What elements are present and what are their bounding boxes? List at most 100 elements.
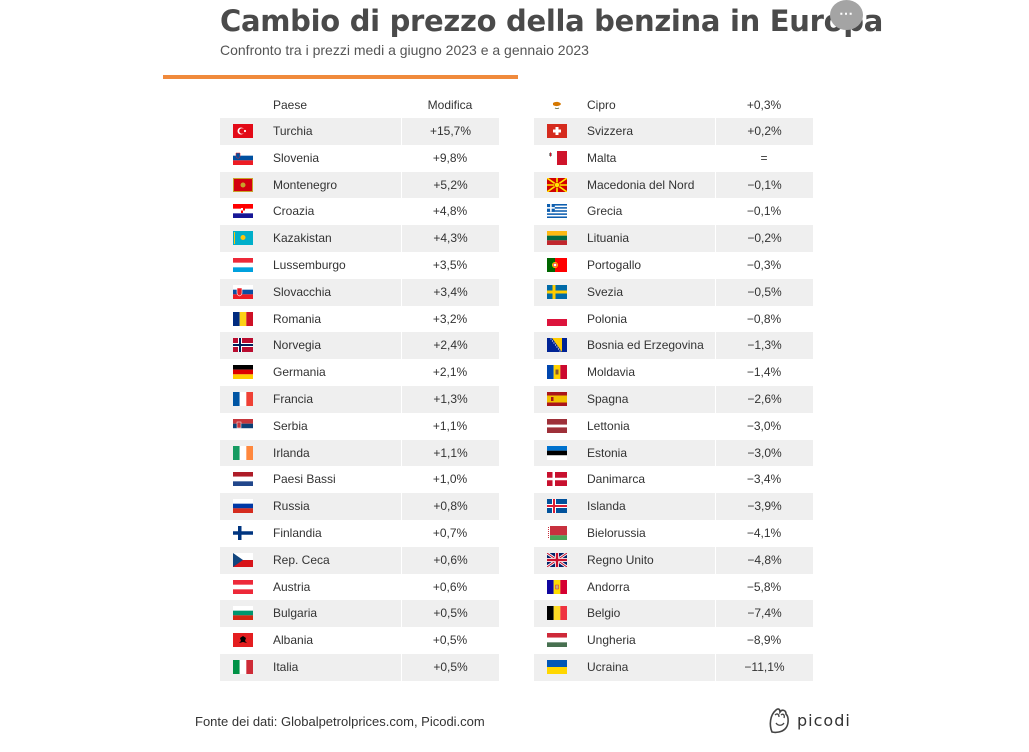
picodi-logo[interactable]: picodi (767, 705, 851, 735)
country-name: Danimarca (587, 472, 646, 487)
country-name: Bielorussia (587, 525, 646, 540)
table-row: Bosnia ed Erzegovina −1,3% (534, 332, 813, 360)
price-change-value: +0,3% (746, 98, 782, 112)
price-change-value: +0,6% (401, 546, 499, 574)
price-change-value: −0,5% (715, 278, 813, 306)
table-row: Lettonia −3,0% (534, 413, 813, 440)
price-change-value: −11,1% (715, 653, 813, 681)
price-change-value: +0,7% (432, 525, 468, 540)
country-name: Bosnia ed Erzegovina (587, 338, 704, 353)
country-name: Spagna (587, 391, 629, 406)
price-change-value: +4,3% (401, 225, 499, 252)
table-row: Andorra −5,8% (534, 574, 813, 601)
price-change-value: +0,6% (432, 579, 468, 594)
hungary-flag-icon (547, 633, 567, 648)
country-name: Belgio (587, 606, 621, 621)
price-change-value: +0,5% (401, 653, 499, 681)
albania-flag-icon (233, 633, 253, 648)
price-change-value: −4,1% (746, 525, 782, 540)
ukraine-flag-icon (547, 659, 567, 674)
price-change-value: +0,2% (715, 118, 813, 145)
table-row: Islanda −3,9% (534, 493, 813, 520)
price-change-value: −7,4% (715, 600, 813, 628)
country-name: Estonia (587, 445, 628, 460)
table-row: Danimarca −3,4% (534, 466, 813, 493)
price-change-value: −0,1% (746, 204, 782, 219)
price-change-value: −3,4% (746, 472, 782, 487)
picodi-logo-text: picodi (797, 710, 851, 730)
table-row: Ucraina −11,1% (534, 653, 813, 681)
table-row: Portogallo −0,3% (534, 252, 813, 279)
table-row: Germania +2,1% (220, 359, 499, 386)
country-name: Rep. Ceca (273, 552, 330, 567)
table-row: Montenegro +5,2% (220, 171, 499, 199)
table-row: Grecia −0,1% (534, 198, 813, 225)
price-change-value: −1,4% (746, 365, 782, 380)
country-name: Grecia (587, 204, 623, 219)
country-name: Russia (273, 499, 310, 514)
table-row: Slovenia +9,8% (220, 145, 499, 172)
switzerland-flag-icon (547, 124, 567, 138)
table-row: Lituania −0,2% (534, 225, 813, 252)
cyprus-flag-icon (547, 98, 567, 112)
table-row: Belgio −7,4% (534, 600, 813, 628)
price-change-value: +0,5% (401, 600, 499, 628)
italy-flag-icon (233, 659, 253, 674)
price-change-value: +1,3% (401, 385, 499, 413)
table-row: Serbia +1,1% (220, 413, 499, 440)
price-change-value: +2,1% (432, 365, 468, 380)
denmark-flag-icon (547, 472, 567, 487)
table-row: Rep. Ceca +0,6% (220, 546, 499, 574)
country-name: Moldavia (587, 365, 636, 380)
table-left-column: Paese Modifica Turchia +15,7% Slovenia +9,8… (220, 92, 499, 681)
table-row: Bielorussia −4,1% (534, 520, 813, 547)
table-row: Turchia +15,7% (220, 118, 499, 145)
country-name: Malta (587, 150, 617, 165)
north-macedonia-flag-icon (547, 177, 567, 192)
price-change-value: +3,4% (401, 278, 499, 306)
column-header-country: Paese (273, 98, 308, 112)
netherlands-flag-icon (233, 472, 253, 487)
country-name: Portogallo (587, 257, 642, 272)
table-row: Bulgaria +0,5% (220, 600, 499, 628)
table-row: Russia +0,8% (220, 493, 499, 520)
country-name: Ucraina (587, 659, 629, 674)
price-change-value: +9,8% (432, 150, 468, 165)
column-header-change: Modifica (427, 98, 473, 112)
table-row: Finlandia +0,7% (220, 520, 499, 547)
price-change-value: = (760, 150, 768, 165)
country-name: Paesi Bassi (273, 472, 336, 487)
country-name: Slovacchia (273, 284, 332, 299)
france-flag-icon (233, 391, 253, 406)
country-name: Finlandia (273, 525, 322, 540)
montenegro-flag-icon (233, 177, 253, 192)
price-change-value: +3,2% (432, 311, 468, 326)
estonia-flag-icon (547, 445, 567, 460)
table-row: Svizzera +0,2% (534, 118, 813, 145)
price-change-value: +15,7% (401, 118, 499, 145)
country-name: Ungheria (587, 633, 636, 648)
country-name: Turchia (273, 124, 313, 138)
table-row: Paesi Bassi +1,0% (220, 466, 499, 493)
country-name: Islanda (587, 499, 626, 514)
data-source: Fonte dei dati: Globalpetrolprices.com, … (195, 714, 485, 729)
country-name: Andorra (587, 579, 630, 594)
austria-flag-icon (233, 579, 253, 594)
price-change-value: −0,2% (715, 225, 813, 252)
price-change-value: +1,1% (432, 418, 468, 433)
ellipsis-icon[interactable]: ⋯ (830, 0, 863, 30)
malta-flag-icon (547, 150, 567, 165)
andorra-flag-icon (547, 579, 567, 594)
country-name: Cipro (587, 98, 616, 112)
price-change-value: −8,9% (746, 633, 782, 648)
table-row: Irlanda +1,1% (220, 439, 499, 467)
bulgaria-flag-icon (233, 606, 253, 621)
country-name: Italia (273, 659, 299, 674)
country-name: Norvegia (273, 338, 322, 353)
country-name: Lettonia (587, 418, 630, 433)
country-name: Albania (273, 633, 314, 648)
country-name: Bulgaria (273, 606, 318, 621)
table-row: Kazakistan +4,3% (220, 225, 499, 252)
table-row: Regno Unito −4,8% (534, 546, 813, 574)
price-change-value: −3,0% (715, 439, 813, 467)
